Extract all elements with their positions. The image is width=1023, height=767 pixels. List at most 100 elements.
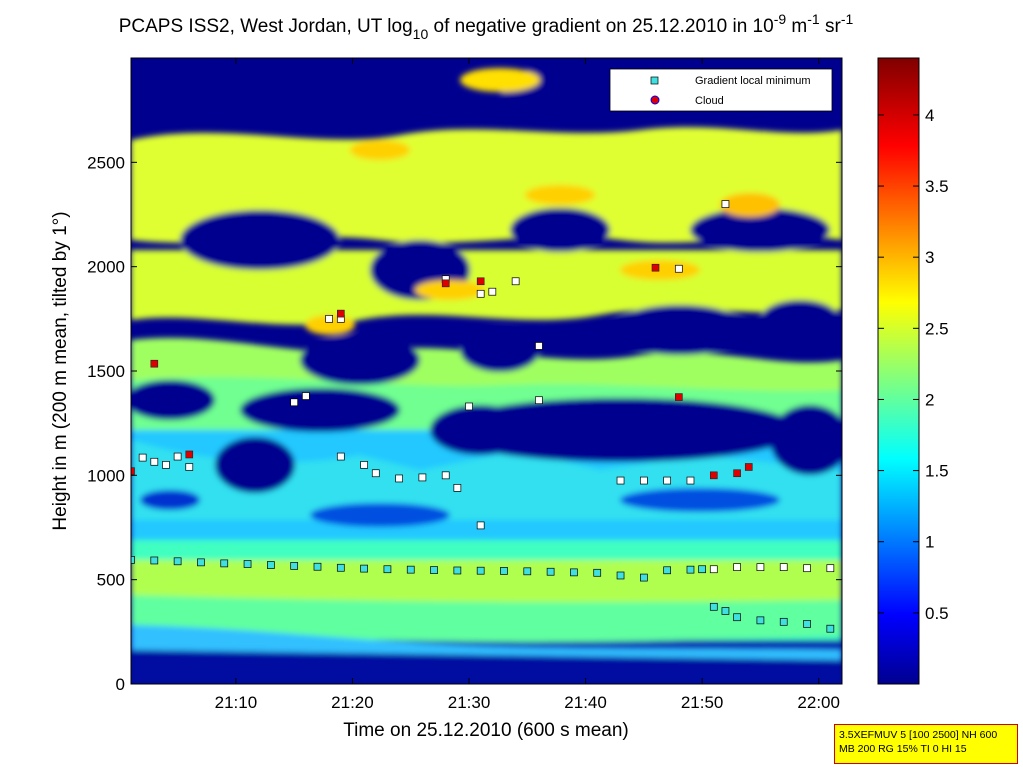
- gradient-minimum-marker: [663, 566, 672, 575]
- colorbar-gradient: [877, 57, 920, 685]
- gradient-minimum-marker: [267, 561, 275, 569]
- y-tick-label: 1500: [87, 362, 125, 381]
- cloud-marker: [744, 463, 753, 471]
- gradient-minimum-marker-white: [325, 314, 333, 323]
- gradient-minimum-marker: [360, 564, 368, 573]
- gradient-minimum-marker: [570, 568, 578, 577]
- colorbar: 0.5 1 1.5 2 2.5 3 3.5 4: [877, 57, 949, 685]
- cloud-marker: [131, 467, 135, 475]
- gradient-minimum-marker: [150, 556, 159, 565]
- heatmap-field: [131, 58, 842, 684]
- gradient-minimum-marker-white: [185, 463, 194, 471]
- x-tick-label: 21:50: [681, 693, 724, 712]
- gradient-minimum-marker-white: [418, 473, 427, 482]
- gradient-minimum-marker: [546, 567, 555, 576]
- gradient-minimum-marker-white: [290, 398, 299, 407]
- gradient-minimum-marker-white: [162, 461, 170, 469]
- gradient-minimum-marker-white: [441, 471, 450, 480]
- gradient-minimum-marker: [430, 566, 438, 574]
- colorbar-ticks: 0.5 1 1.5 2 2.5 3 3.5 4: [878, 106, 949, 623]
- cloud-marker: [337, 309, 345, 318]
- legend-marker-minimum: [650, 76, 659, 85]
- gradient-minimum-marker-white: [511, 277, 520, 286]
- x-axis: 21:10 21:20 21:30 21:40 21:50 22:00: [215, 58, 840, 712]
- gradient-minimum-marker: [336, 563, 345, 572]
- y-axis: 0 500 1000 1500 2000 2500: [87, 153, 842, 694]
- gradient-minimum-marker: [721, 607, 730, 615]
- gradient-minimum-marker-white: [488, 287, 497, 296]
- gradient-minimum-marker-white: [826, 564, 835, 573]
- legend-box: [609, 68, 833, 112]
- colorbar-tick-label: 3.5: [925, 177, 949, 196]
- gradient-minimum-marker: [803, 620, 811, 628]
- gradient-minimum-marker-white: [756, 563, 765, 571]
- gradient-minimum-marker-white: [733, 563, 741, 571]
- gradient-minimum-marker-white: [173, 452, 182, 461]
- gradient-minimum-marker-white: [360, 461, 368, 469]
- y-tick-label: 2000: [87, 258, 125, 277]
- colorbar-tick-label: 1.5: [925, 462, 949, 481]
- gradient-minimum-marker: [313, 562, 322, 571]
- info-line-1: 3.5XEFMUV 5 [100 2500] NH 600: [839, 729, 998, 741]
- gradient-minimum-marker: [756, 616, 765, 625]
- gradient-minimum-marker-white: [395, 474, 403, 483]
- cloud-marker: [441, 279, 450, 288]
- x-tick-label: 21:20: [331, 693, 374, 712]
- gradient-minimum-marker: [523, 567, 532, 576]
- cloud-marker: [733, 469, 741, 478]
- colorbar-tick-label: 2: [925, 390, 934, 409]
- colorbar-tick-label: 4: [925, 106, 934, 125]
- gradient-minimum-marker-white: [138, 453, 147, 462]
- gradient-minimum-marker-white: [453, 484, 462, 492]
- y-tick-label: 2500: [87, 153, 125, 172]
- y-tick-label: 500: [97, 571, 125, 590]
- x-axis-label: Time on 25.12.2010 (600 s mean): [343, 720, 629, 741]
- gradient-minimum-marker-white: [535, 342, 543, 350]
- gradient-minimum-marker: [686, 565, 695, 574]
- gradient-minimum-marker-white: [686, 476, 695, 485]
- gradient-minimum-marker-white: [803, 564, 811, 573]
- gradient-minimum-marker: [733, 613, 741, 622]
- gradient-minimum-marker: [290, 562, 299, 570]
- legend-label-cloud: Cloud: [695, 95, 724, 107]
- marker-layer: [131, 200, 835, 633]
- gradient-minimum-marker-white: [663, 476, 672, 485]
- gradient-minimum-marker: [220, 559, 229, 568]
- cloud-marker: [185, 450, 194, 459]
- info-box: 3.5XEFMUV 5 [100 2500] NH 600 MB 200 RG …: [834, 724, 1018, 764]
- gradient-minimum-marker-white: [535, 396, 543, 405]
- gradient-minimum-marker-white: [476, 521, 485, 530]
- gradient-minimum-marker-white: [616, 476, 625, 485]
- cloud-marker: [675, 393, 683, 401]
- gradient-minimum-marker: [593, 568, 602, 577]
- gradient-minimum-marker-white: [336, 452, 345, 461]
- gradient-minimum-marker: [640, 573, 648, 582]
- colorbar-tick-label: 3: [925, 248, 934, 267]
- cloud-marker: [709, 471, 718, 480]
- x-tick-label: 21:10: [215, 693, 258, 712]
- colorbar-tick-label: 2.5: [925, 319, 949, 338]
- gradient-minimum-marker-white: [640, 476, 648, 485]
- info-line-2: MB 200 RG 15% TI 0 HI 15: [839, 743, 967, 755]
- gradient-minimum-marker-white: [476, 289, 485, 298]
- chart-title: PCAPS ISS2, West Jordan, UT log10 of neg…: [119, 11, 854, 42]
- gradient-minimum-marker: [406, 565, 415, 574]
- gradient-minimum-marker-white: [465, 402, 473, 411]
- gradient-minimum-marker: [197, 558, 205, 567]
- y-tick-label: 1000: [87, 466, 125, 485]
- gradient-minimum-marker-white: [779, 563, 788, 571]
- gradient-minimum-marker: [453, 566, 462, 575]
- legend: Gradient local minimum Cloud: [609, 68, 833, 112]
- legend-label-minimum: Gradient local minimum: [695, 75, 811, 87]
- gradient-minimum-marker: [616, 571, 625, 580]
- gradient-minimum-marker: [500, 567, 508, 575]
- legend-marker-cloud: [650, 95, 660, 105]
- gradient-minimum-marker: [826, 624, 835, 633]
- x-tick-label: 21:40: [564, 693, 607, 712]
- gradient-minimum-marker: [476, 566, 485, 575]
- gradient-minimum-marker: [173, 557, 182, 566]
- cloud-marker: [651, 263, 660, 272]
- gradient-minimum-marker-white: [371, 469, 380, 478]
- x-tick-label: 22:00: [797, 693, 840, 712]
